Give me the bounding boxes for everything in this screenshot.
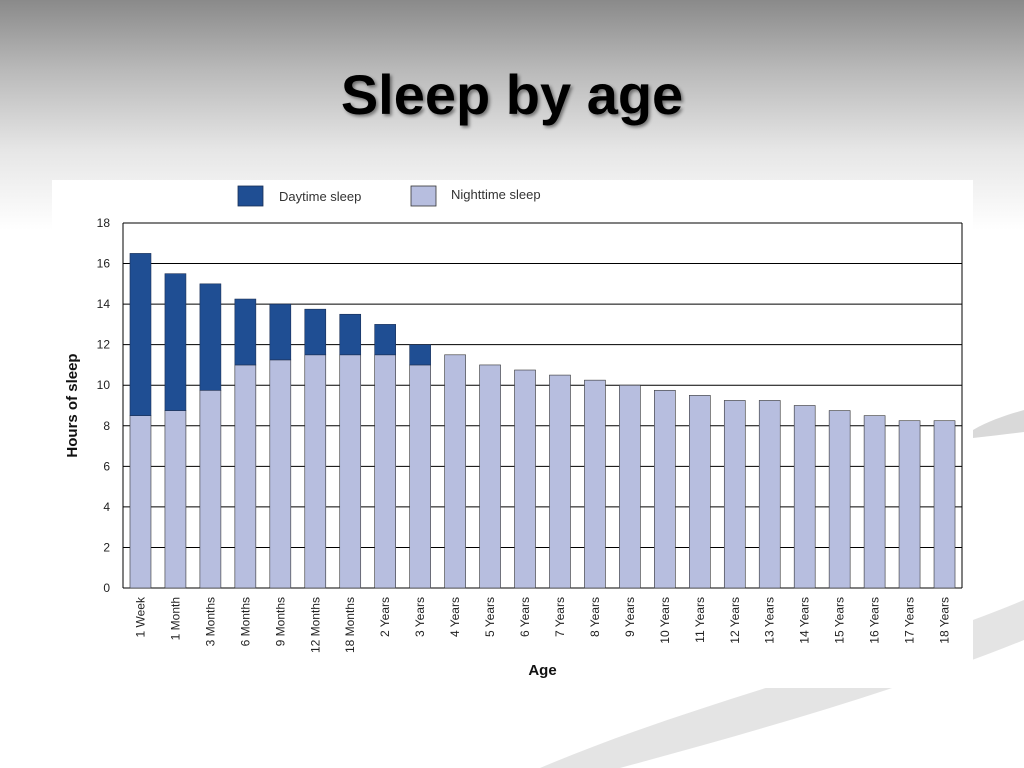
bar-nighttime-22 [898,420,921,589]
x-tick-label: 6 Months [238,597,252,646]
bar-nighttime-4 [269,359,292,589]
chart-panel: 0 2 4 6 8 10 12 14 16 18 1 Week 1 Month 3 Months 6 Mo… [52,180,973,688]
slide-title: Sleep by age [340,63,684,126]
x-tick-label: 14 Years [798,597,812,644]
legend-label-nighttime: Nighttime sleep [451,187,541,202]
x-tick-label: 6 Years [518,597,532,637]
x-tick-label: 10 Years [658,597,672,644]
bar-nighttime-14 [619,384,641,589]
x-tick-label: 12 Years [728,597,742,644]
legend-swatch-daytime [237,185,264,207]
bar-nighttime-17 [723,400,746,589]
bar-nighttime-8 [409,364,431,589]
bar-nighttime-23 [933,420,956,589]
bar-daytime-7 [374,324,396,356]
bar-nighttime-7 [374,354,396,589]
bar-nighttime-3 [234,364,257,589]
bar-nighttime-6 [339,354,362,589]
x-tick-label: 9 Months [273,597,287,646]
x-tick-label: 17 Years [903,597,917,644]
y-axis-title: Hours of sleep [64,353,81,457]
bar-nighttime-19 [793,405,816,589]
bar-nighttime-5 [304,354,327,589]
y-tick-label: 10 [97,378,111,392]
x-tick-label: 16 Years [868,597,882,644]
bar-nighttime-20 [828,410,851,589]
legend-label-daytime: Daytime sleep [279,189,361,204]
bar-nighttime-21 [863,415,886,589]
y-tick-label: 0 [103,581,110,595]
bar-daytime-6 [339,313,362,356]
y-tick-label: 16 [97,257,111,271]
bar-daytime-0 [129,253,152,416]
x-tick-label: 1 Week [133,596,147,637]
y-tick-label: 4 [103,500,110,514]
x-tick-label: 9 Years [623,597,637,637]
bar-daytime-3 [234,298,257,366]
bar-daytime-2 [199,283,222,391]
x-tick-label: 8 Years [588,597,602,637]
bar-nighttime-11 [514,369,536,589]
bar-nighttime-15 [654,389,676,589]
x-tick-label: 18 Years [938,597,952,644]
x-tick-label: 13 Years [763,597,777,644]
y-tick-label: 14 [97,297,111,311]
bar-daytime-8 [409,344,431,366]
x-tick-label: 3 Months [203,597,217,646]
x-tick-label: 18 Months [343,597,357,653]
bar-daytime-4 [269,303,292,361]
bar-nighttime-12 [549,374,571,589]
bar-nighttime-10 [479,364,501,589]
y-tick-label: 12 [97,338,111,352]
bar-nighttime-13 [584,379,606,589]
x-tick-label: 3 Years [413,597,427,637]
x-tick-label: 12 Months [308,597,322,653]
bar-nighttime-16 [689,395,711,589]
x-tick-label: 5 Years [483,597,497,637]
x-tick-label: 7 Years [553,597,567,637]
y-tick-label: 18 [97,216,111,230]
x-tick-label: 2 Years [378,597,392,637]
y-tick-label: 6 [103,459,110,473]
legend-swatch-nighttime [410,185,437,207]
bar-nighttime-0 [129,415,152,589]
bar-daytime-1 [164,273,187,411]
y-tick-label: 8 [103,419,110,433]
bar-nighttime-18 [758,400,781,589]
x-axis-title: Age [528,662,556,679]
bar-nighttime-9 [444,354,466,589]
bar-daytime-5 [304,308,327,356]
sleep-chart: 0 2 4 6 8 10 12 14 16 18 1 Week 1 Month 3 Months 6 Mo… [64,185,963,679]
x-tick-label: 4 Years [448,597,462,637]
bar-nighttime-2 [199,389,222,589]
x-tick-label: 11 Years [693,597,707,643]
x-tick-label: 1 Month [168,597,182,640]
y-tick-label: 2 [103,540,110,554]
bar-nighttime-1 [164,410,187,589]
x-tick-label: 15 Years [833,597,847,644]
